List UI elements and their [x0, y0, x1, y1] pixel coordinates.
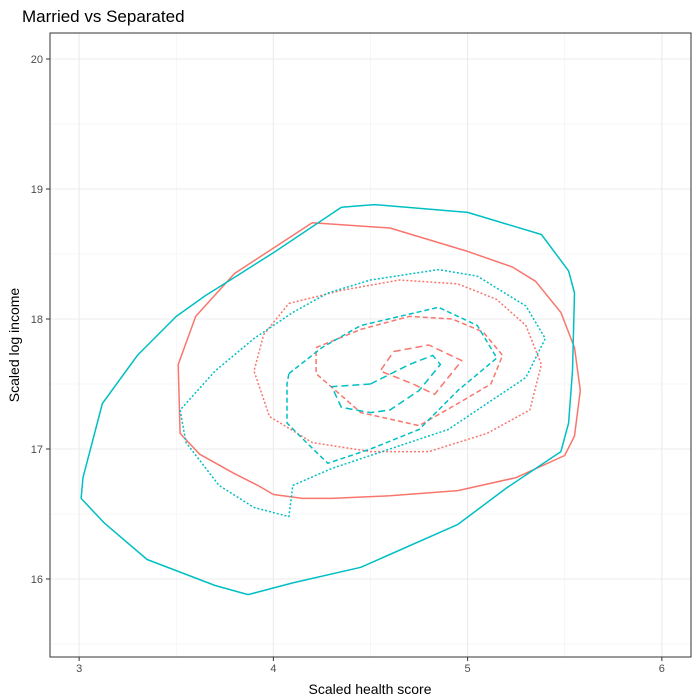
x-tick-label: 4 [270, 663, 276, 675]
chart-title: Married vs Separated [22, 7, 185, 26]
grid-lines [50, 33, 691, 657]
contour-series [80, 203, 582, 596]
contour-line-teal-dotted-3 [179, 268, 547, 518]
x-tick-label: 5 [465, 663, 471, 675]
y-tick-label: 20 [31, 54, 43, 66]
x-tick-label: 3 [76, 663, 82, 675]
y-tick-label: 19 [31, 184, 43, 196]
contour-line-red-solid-0 [177, 222, 582, 500]
y-axis-ticks: 16 17 18 19 20 [31, 54, 50, 586]
contour-line-teal-longdash-7 [330, 354, 442, 414]
contour-line-red-dashed-4 [315, 315, 504, 427]
contour-line-red-longdash-6 [379, 344, 463, 396]
x-axis-title: Scaled health score [309, 681, 432, 697]
y-axis-title: Scaled log income [6, 288, 22, 403]
plot-border [49, 32, 692, 658]
y-tick-label: 18 [31, 314, 43, 326]
contour-line-teal-dashed-5 [286, 306, 498, 465]
contour-line-teal-solid-1 [80, 203, 576, 596]
x-tick-label: 6 [659, 663, 665, 675]
y-tick-label: 16 [31, 574, 43, 586]
y-tick-label: 17 [31, 444, 43, 456]
contour-line-red-dotted-2 [253, 279, 543, 453]
x-axis-ticks: 3 4 5 6 [76, 657, 665, 675]
